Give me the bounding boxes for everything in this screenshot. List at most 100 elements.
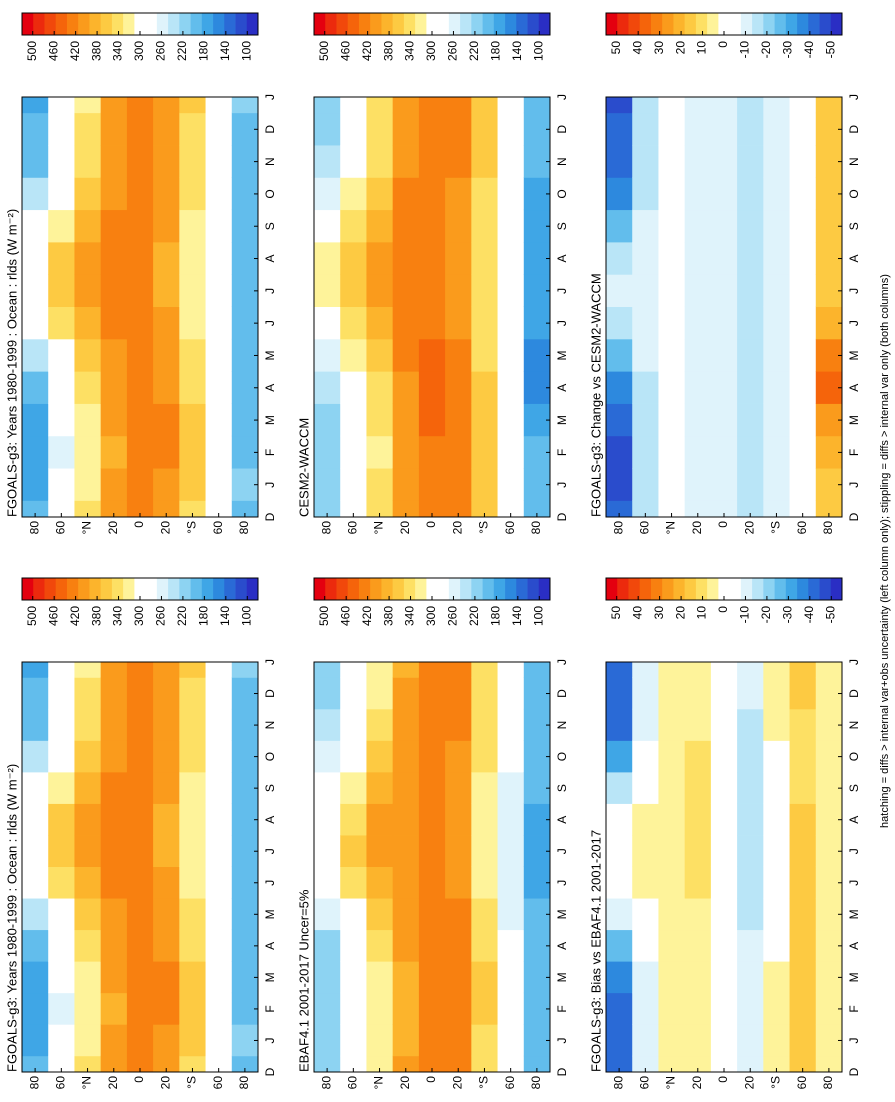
cell bbox=[126, 803, 154, 836]
y-tick-label: 80 bbox=[237, 1076, 251, 1090]
cell bbox=[74, 740, 102, 773]
cell bbox=[445, 371, 472, 404]
cell bbox=[815, 835, 843, 867]
cell bbox=[392, 866, 420, 899]
cell bbox=[606, 661, 633, 678]
colorbar-label: 460 bbox=[338, 606, 352, 626]
cell bbox=[205, 835, 233, 867]
cell bbox=[471, 500, 498, 517]
colorbar-label: 260 bbox=[446, 606, 460, 626]
cell bbox=[100, 961, 128, 994]
colorbar-cell bbox=[123, 578, 135, 600]
cell bbox=[710, 708, 738, 741]
cell bbox=[205, 500, 233, 517]
cell bbox=[763, 468, 790, 501]
cell bbox=[523, 274, 551, 307]
cell bbox=[48, 929, 75, 962]
cell bbox=[22, 1024, 49, 1057]
cell bbox=[471, 708, 498, 741]
cell bbox=[632, 740, 659, 773]
cell bbox=[126, 241, 154, 275]
cell bbox=[340, 866, 367, 899]
cell bbox=[48, 274, 75, 307]
cell bbox=[789, 661, 817, 678]
cell bbox=[632, 306, 659, 340]
cell bbox=[471, 96, 498, 114]
colorbar-cell bbox=[55, 578, 68, 600]
cell bbox=[523, 241, 551, 275]
cell bbox=[523, 468, 551, 501]
cell bbox=[497, 96, 525, 114]
cell bbox=[22, 403, 49, 437]
colorbar-label: 380 bbox=[89, 41, 103, 61]
cell bbox=[418, 898, 446, 931]
colorbar-label: 220 bbox=[467, 41, 481, 61]
cell bbox=[392, 209, 420, 243]
cell bbox=[340, 468, 367, 501]
colorbar-cell bbox=[33, 578, 45, 600]
cell bbox=[231, 708, 259, 741]
cell bbox=[418, 96, 446, 114]
cell bbox=[48, 371, 75, 404]
cell bbox=[523, 740, 551, 773]
cell bbox=[471, 241, 498, 275]
colorbar-cell bbox=[830, 13, 843, 35]
x-tick-label: M bbox=[555, 909, 569, 919]
cell bbox=[710, 677, 738, 710]
cell bbox=[632, 866, 659, 899]
cell bbox=[179, 866, 206, 899]
cell bbox=[22, 661, 49, 678]
cell bbox=[737, 338, 764, 372]
cell bbox=[737, 112, 764, 146]
colorbar-cell bbox=[808, 13, 820, 35]
colorbar-cell bbox=[471, 13, 483, 35]
cell bbox=[684, 112, 712, 146]
colorbar-cell bbox=[213, 13, 225, 35]
cell bbox=[497, 1024, 525, 1057]
cell bbox=[789, 1055, 817, 1072]
colorbar-cell bbox=[403, 13, 416, 35]
cell bbox=[737, 835, 764, 867]
cell bbox=[48, 177, 75, 211]
cell bbox=[48, 96, 75, 114]
y-tick-label: 80 bbox=[27, 521, 41, 535]
cell bbox=[392, 435, 420, 469]
cell bbox=[231, 1055, 259, 1072]
cell bbox=[314, 209, 341, 243]
cell bbox=[100, 771, 128, 804]
cell bbox=[100, 241, 128, 275]
cell bbox=[153, 306, 180, 340]
cell bbox=[658, 468, 686, 501]
cell bbox=[205, 708, 233, 741]
cell bbox=[737, 992, 764, 1025]
cell bbox=[205, 338, 233, 372]
colorbar-cell bbox=[168, 578, 180, 600]
cell bbox=[74, 929, 102, 962]
cell bbox=[314, 403, 341, 437]
cell bbox=[153, 96, 180, 114]
cell bbox=[445, 145, 472, 178]
x-tick-label: F bbox=[555, 1005, 569, 1012]
cell bbox=[22, 435, 49, 469]
x-tick-label: D bbox=[555, 512, 569, 521]
cell bbox=[763, 740, 790, 773]
cell bbox=[606, 435, 633, 469]
cell bbox=[231, 866, 259, 899]
colorbar-cell bbox=[22, 578, 34, 600]
cell bbox=[48, 403, 75, 437]
cell bbox=[789, 112, 817, 146]
cell bbox=[48, 803, 75, 836]
x-tick-label: M bbox=[555, 972, 569, 982]
cell bbox=[100, 500, 128, 517]
cell bbox=[497, 306, 525, 340]
cell bbox=[523, 992, 551, 1025]
cell bbox=[100, 209, 128, 243]
colorbar-cell bbox=[100, 13, 113, 35]
cell bbox=[684, 992, 712, 1025]
cell bbox=[126, 96, 154, 114]
x-tick-label: F bbox=[847, 1005, 861, 1012]
cell bbox=[658, 1055, 686, 1072]
cell bbox=[392, 1055, 420, 1072]
cell bbox=[763, 306, 790, 340]
colorbar-label: -20 bbox=[759, 606, 773, 624]
